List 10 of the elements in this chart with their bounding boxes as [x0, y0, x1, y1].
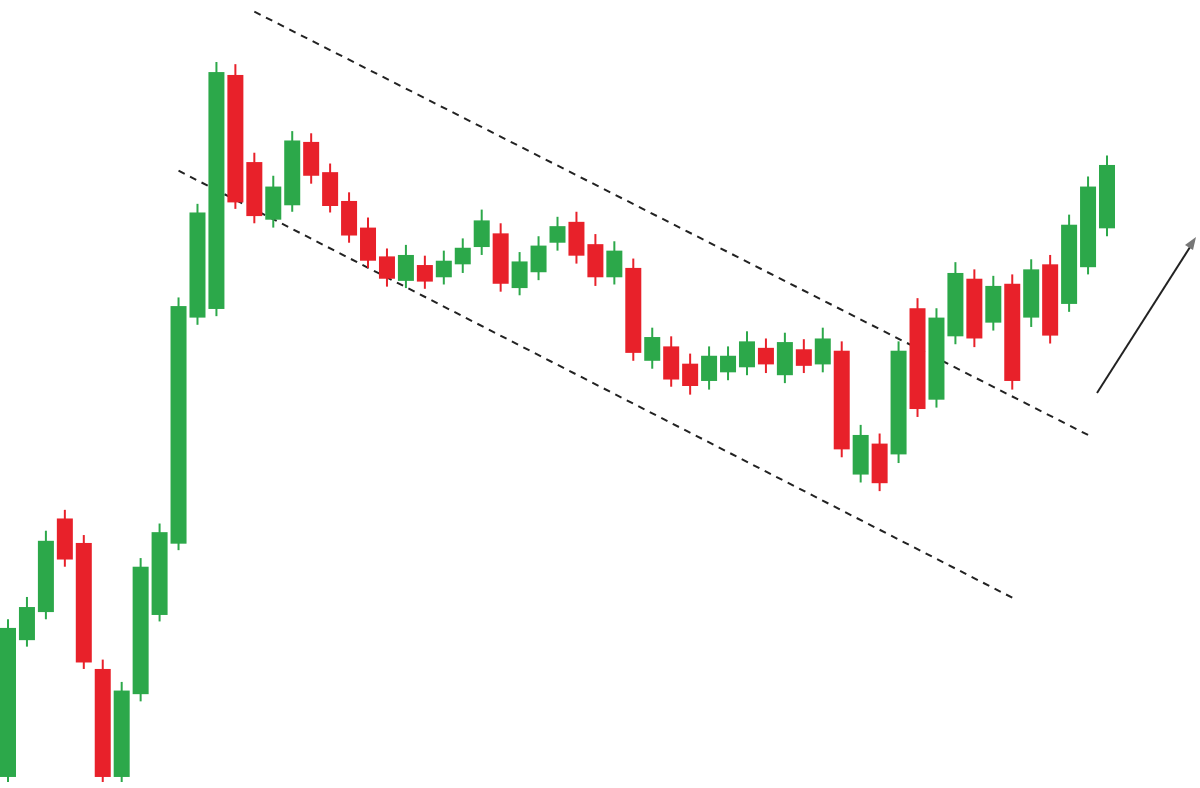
candlestick — [378, 247, 395, 288]
candlestick — [682, 352, 699, 396]
candlestick — [435, 249, 452, 286]
candlestick — [795, 338, 812, 375]
candlestick — [720, 345, 737, 382]
candlestick — [644, 326, 661, 370]
candlestick — [549, 215, 566, 252]
candlestick — [454, 237, 471, 274]
candlestick — [757, 337, 774, 375]
candlestick — [416, 254, 433, 290]
